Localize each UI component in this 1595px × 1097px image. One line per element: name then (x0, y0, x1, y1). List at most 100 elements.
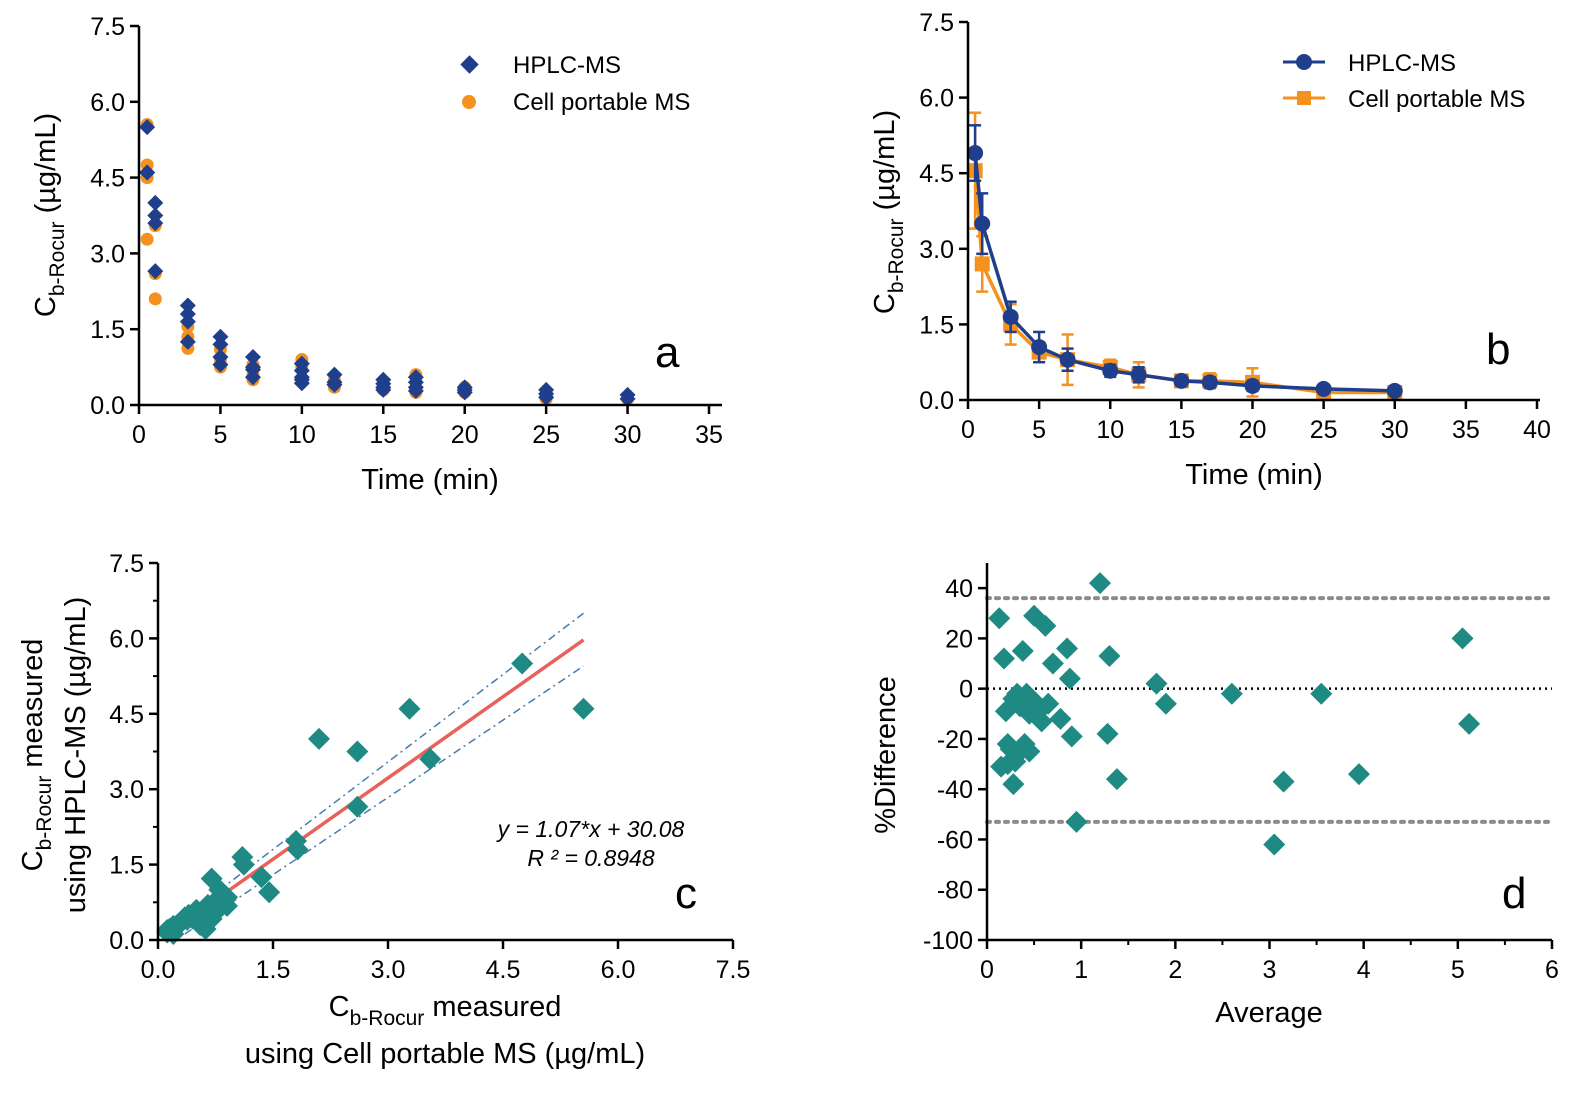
hplc-point (1031, 339, 1048, 356)
panel-a-x-tick-label: 25 (532, 421, 560, 449)
legend-hplc-label-b: HPLC-MS (1348, 50, 1456, 77)
panel-d-y-label: %Difference (870, 676, 902, 833)
panel-c-ticks: 0.0 1.5 3.0 4.5 6.0 7.5 0.0 1.5 3.0 4.5 6.0 7.5 (109, 550, 750, 984)
portable-point (148, 292, 162, 306)
panel-d-x-tick-label: 6 (1545, 956, 1559, 984)
hplc-point (619, 390, 636, 407)
hplc-point (147, 194, 164, 211)
confidence-band-lower (184, 665, 584, 935)
panel-b-x-tick-label: 30 (1381, 416, 1409, 444)
hplc-point (407, 382, 424, 399)
comparison-point (156, 921, 179, 944)
panel-b-ticks: 0 5 10 15 20 25 30 35 40 0.0 1.5 3.0 4.5 6.0 7.5 (919, 9, 1551, 444)
panel-b-y-tick-label: 4.5 (919, 160, 954, 188)
regression-line (166, 638, 585, 936)
comparison-point (572, 697, 595, 720)
comparison-point (258, 881, 281, 904)
hplc-point (1315, 380, 1332, 397)
portable-point (974, 256, 990, 272)
difference-point (1105, 768, 1128, 791)
panel-c-y-label-line1: Cb-Rocur measured (17, 639, 56, 872)
panel-b-x-tick-label: 10 (1096, 416, 1124, 444)
difference-point (1060, 725, 1083, 748)
panel-c: 0.0 1.5 3.0 4.5 6.0 7.5 0.0 1.5 3.0 4.5 6.0 7.5 y =… (17, 550, 750, 1070)
legend-portable-label: Cell portable MS (513, 89, 690, 116)
legend-hplc-label: HPLC-MS (513, 52, 621, 79)
difference-point (1089, 572, 1111, 595)
panel-b-x-tick-label: 35 (1452, 416, 1480, 444)
panel-d-y-tick-label: -100 (923, 927, 973, 955)
hplc-point (1059, 351, 1076, 368)
comparison-point (346, 795, 369, 818)
panel-b-y-tick-label: 7.5 (919, 9, 954, 37)
panel-c-y-tick-label: 3.0 (109, 776, 144, 804)
difference-point (1065, 810, 1088, 833)
difference-point (1096, 722, 1119, 745)
comparison-point (232, 853, 255, 876)
legend-portable-label-b: Cell portable MS (1348, 86, 1525, 113)
panel-d-x-label: Average (1215, 997, 1323, 1029)
hplc-point (538, 389, 555, 406)
panel-c-x-tick-label: 1.5 (256, 956, 291, 984)
panel-b-x-tick-label: 0 (961, 416, 975, 444)
hplc-point (456, 384, 473, 401)
difference-point (1145, 672, 1168, 695)
hplc-point (245, 369, 261, 386)
panel-c-x-tick-label: 0.0 (141, 956, 176, 984)
panel-c-letter: c (675, 869, 697, 918)
difference-point (1220, 682, 1243, 705)
panel-d-x-tick-label: 1 (1074, 956, 1088, 984)
legend-portable-circle (462, 95, 476, 109)
panel-a-x-tick-label: 10 (288, 421, 316, 449)
panel-d-x-tick-label: 0 (980, 956, 994, 984)
panel-a-x-tick-label: 5 (213, 421, 227, 449)
panel-c-y-tick-label: 4.5 (109, 701, 144, 729)
panel-b-letter: b (1486, 325, 1510, 374)
panel-a-ticks: 0 5 10 15 20 25 30 35 0.0 1.5 3.0 4.5 6.0 7.5 (90, 13, 723, 449)
panel-d-letter: d (1502, 869, 1526, 918)
panel-a-x-tick-label: 30 (614, 421, 642, 449)
panel-a-x-label: Time (min) (361, 464, 498, 496)
panel-c-y-tick-label: 7.5 (109, 550, 144, 578)
difference-point (1041, 652, 1064, 675)
panel-c-x-tick-label: 4.5 (486, 956, 521, 984)
hplc-point (1201, 374, 1218, 391)
panel-a-y-tick-label: 0.0 (90, 392, 125, 420)
hplc-point (293, 375, 310, 392)
confidence-band-upper (161, 612, 584, 935)
difference-point (1008, 695, 1031, 718)
hplc-point (179, 313, 196, 330)
difference-point (1002, 687, 1025, 710)
panel-d-y-tick-label: -20 (937, 726, 973, 754)
difference-point (1451, 627, 1474, 650)
difference-point (1008, 740, 1031, 763)
panel-c-y-tick-label: 0.0 (109, 927, 144, 955)
panel-a-marks (139, 118, 636, 407)
panel-b-x-tick-label: 20 (1239, 416, 1267, 444)
panel-b-legend: HPLC-MS Cell portable MS (1283, 50, 1525, 113)
panel-d-y-tick-label: 20 (945, 625, 973, 653)
panel-d-y-tick-label: -40 (937, 776, 973, 804)
panel-b-y-tick-label: 3.0 (919, 236, 954, 264)
panel-b: 0 5 10 15 20 25 30 35 40 0.0 1.5 3.0 4.5 6.0 7.5 Time … (869, 9, 1551, 491)
panel-c-x-tick-label: 3.0 (371, 956, 406, 984)
legend-hplc-diamond (460, 55, 479, 74)
hplc-point (212, 336, 229, 353)
panel-d: 0 1 2 3 4 5 6 -100 -80 -60 -40 -20 0 20 40 Average %Di… (870, 563, 1559, 1029)
legend-hplc-marker (1296, 54, 1312, 70)
hplc-point (179, 333, 196, 350)
comparison-point (419, 748, 442, 771)
difference-point (1347, 763, 1370, 786)
difference-point (1272, 770, 1295, 793)
hplc-point (1244, 377, 1261, 394)
hplc-point (1002, 308, 1019, 325)
difference-point (1015, 682, 1038, 705)
difference-point (1310, 682, 1333, 705)
hplc-point (326, 376, 343, 393)
panel-a-y-tick-label: 7.5 (90, 13, 125, 41)
panel-d-y-tick-label: 0 (959, 676, 973, 704)
panel-a-x-tick-label: 15 (369, 421, 397, 449)
panel-d-marks (988, 572, 1481, 856)
hplc-point (1102, 362, 1119, 379)
